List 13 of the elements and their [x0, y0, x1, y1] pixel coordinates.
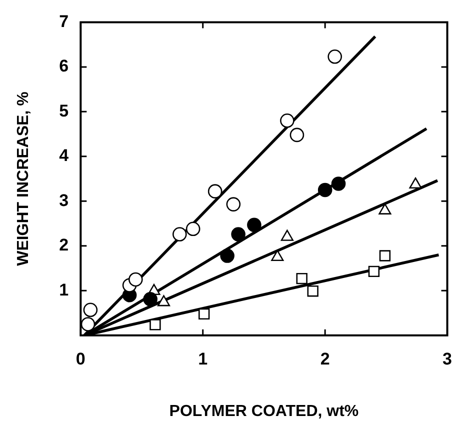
x-axis-title: POLYMER COATED, wt% [169, 402, 359, 420]
x-tick-label: 0 [76, 349, 86, 368]
x-tick-label: 2 [320, 349, 330, 368]
y-tick-label: 6 [59, 56, 69, 76]
x-tick-label: 3 [442, 349, 452, 368]
y-tick-label: 7 [59, 12, 69, 31]
y-axis-title: WEIGHT INCREASE, % [15, 92, 32, 266]
y-tick-label: 4 [59, 146, 70, 166]
y-tick-label: 5 [59, 101, 69, 120]
y-tick-label: 1 [59, 280, 69, 300]
y-tick-label: 3 [59, 190, 69, 210]
x-tick-label: 1 [198, 349, 208, 368]
y-tick-label: 2 [59, 236, 69, 255]
